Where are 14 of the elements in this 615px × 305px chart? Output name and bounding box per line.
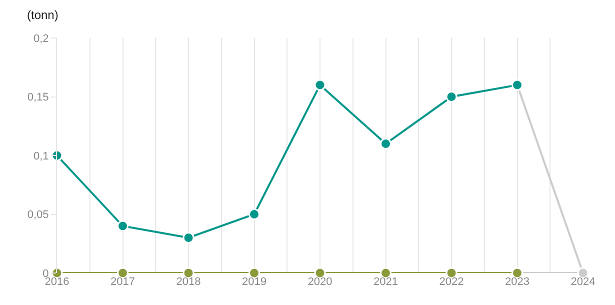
x-tick-label: 2019 bbox=[242, 276, 266, 288]
x-tick-label: 2024 bbox=[570, 276, 596, 288]
y-tick-label: 0,15 bbox=[27, 92, 49, 104]
y-tick-label: 0,1 bbox=[34, 150, 49, 162]
x-tick-label: 2020 bbox=[308, 276, 332, 288]
y-tick-label: 0,05 bbox=[27, 209, 49, 222]
x-tick-label: 2022 bbox=[439, 276, 464, 288]
y-axis-title: (tonn) bbox=[27, 8, 58, 22]
x-tick-label: 2021 bbox=[374, 276, 398, 288]
y-tick-label: 0,2 bbox=[34, 32, 49, 45]
x-tick-label: 2017 bbox=[110, 276, 135, 288]
x-tick-label: 2023 bbox=[505, 276, 530, 288]
x-tick-label: 2018 bbox=[176, 276, 201, 288]
x-tick-label: 2016 bbox=[44, 276, 70, 288]
